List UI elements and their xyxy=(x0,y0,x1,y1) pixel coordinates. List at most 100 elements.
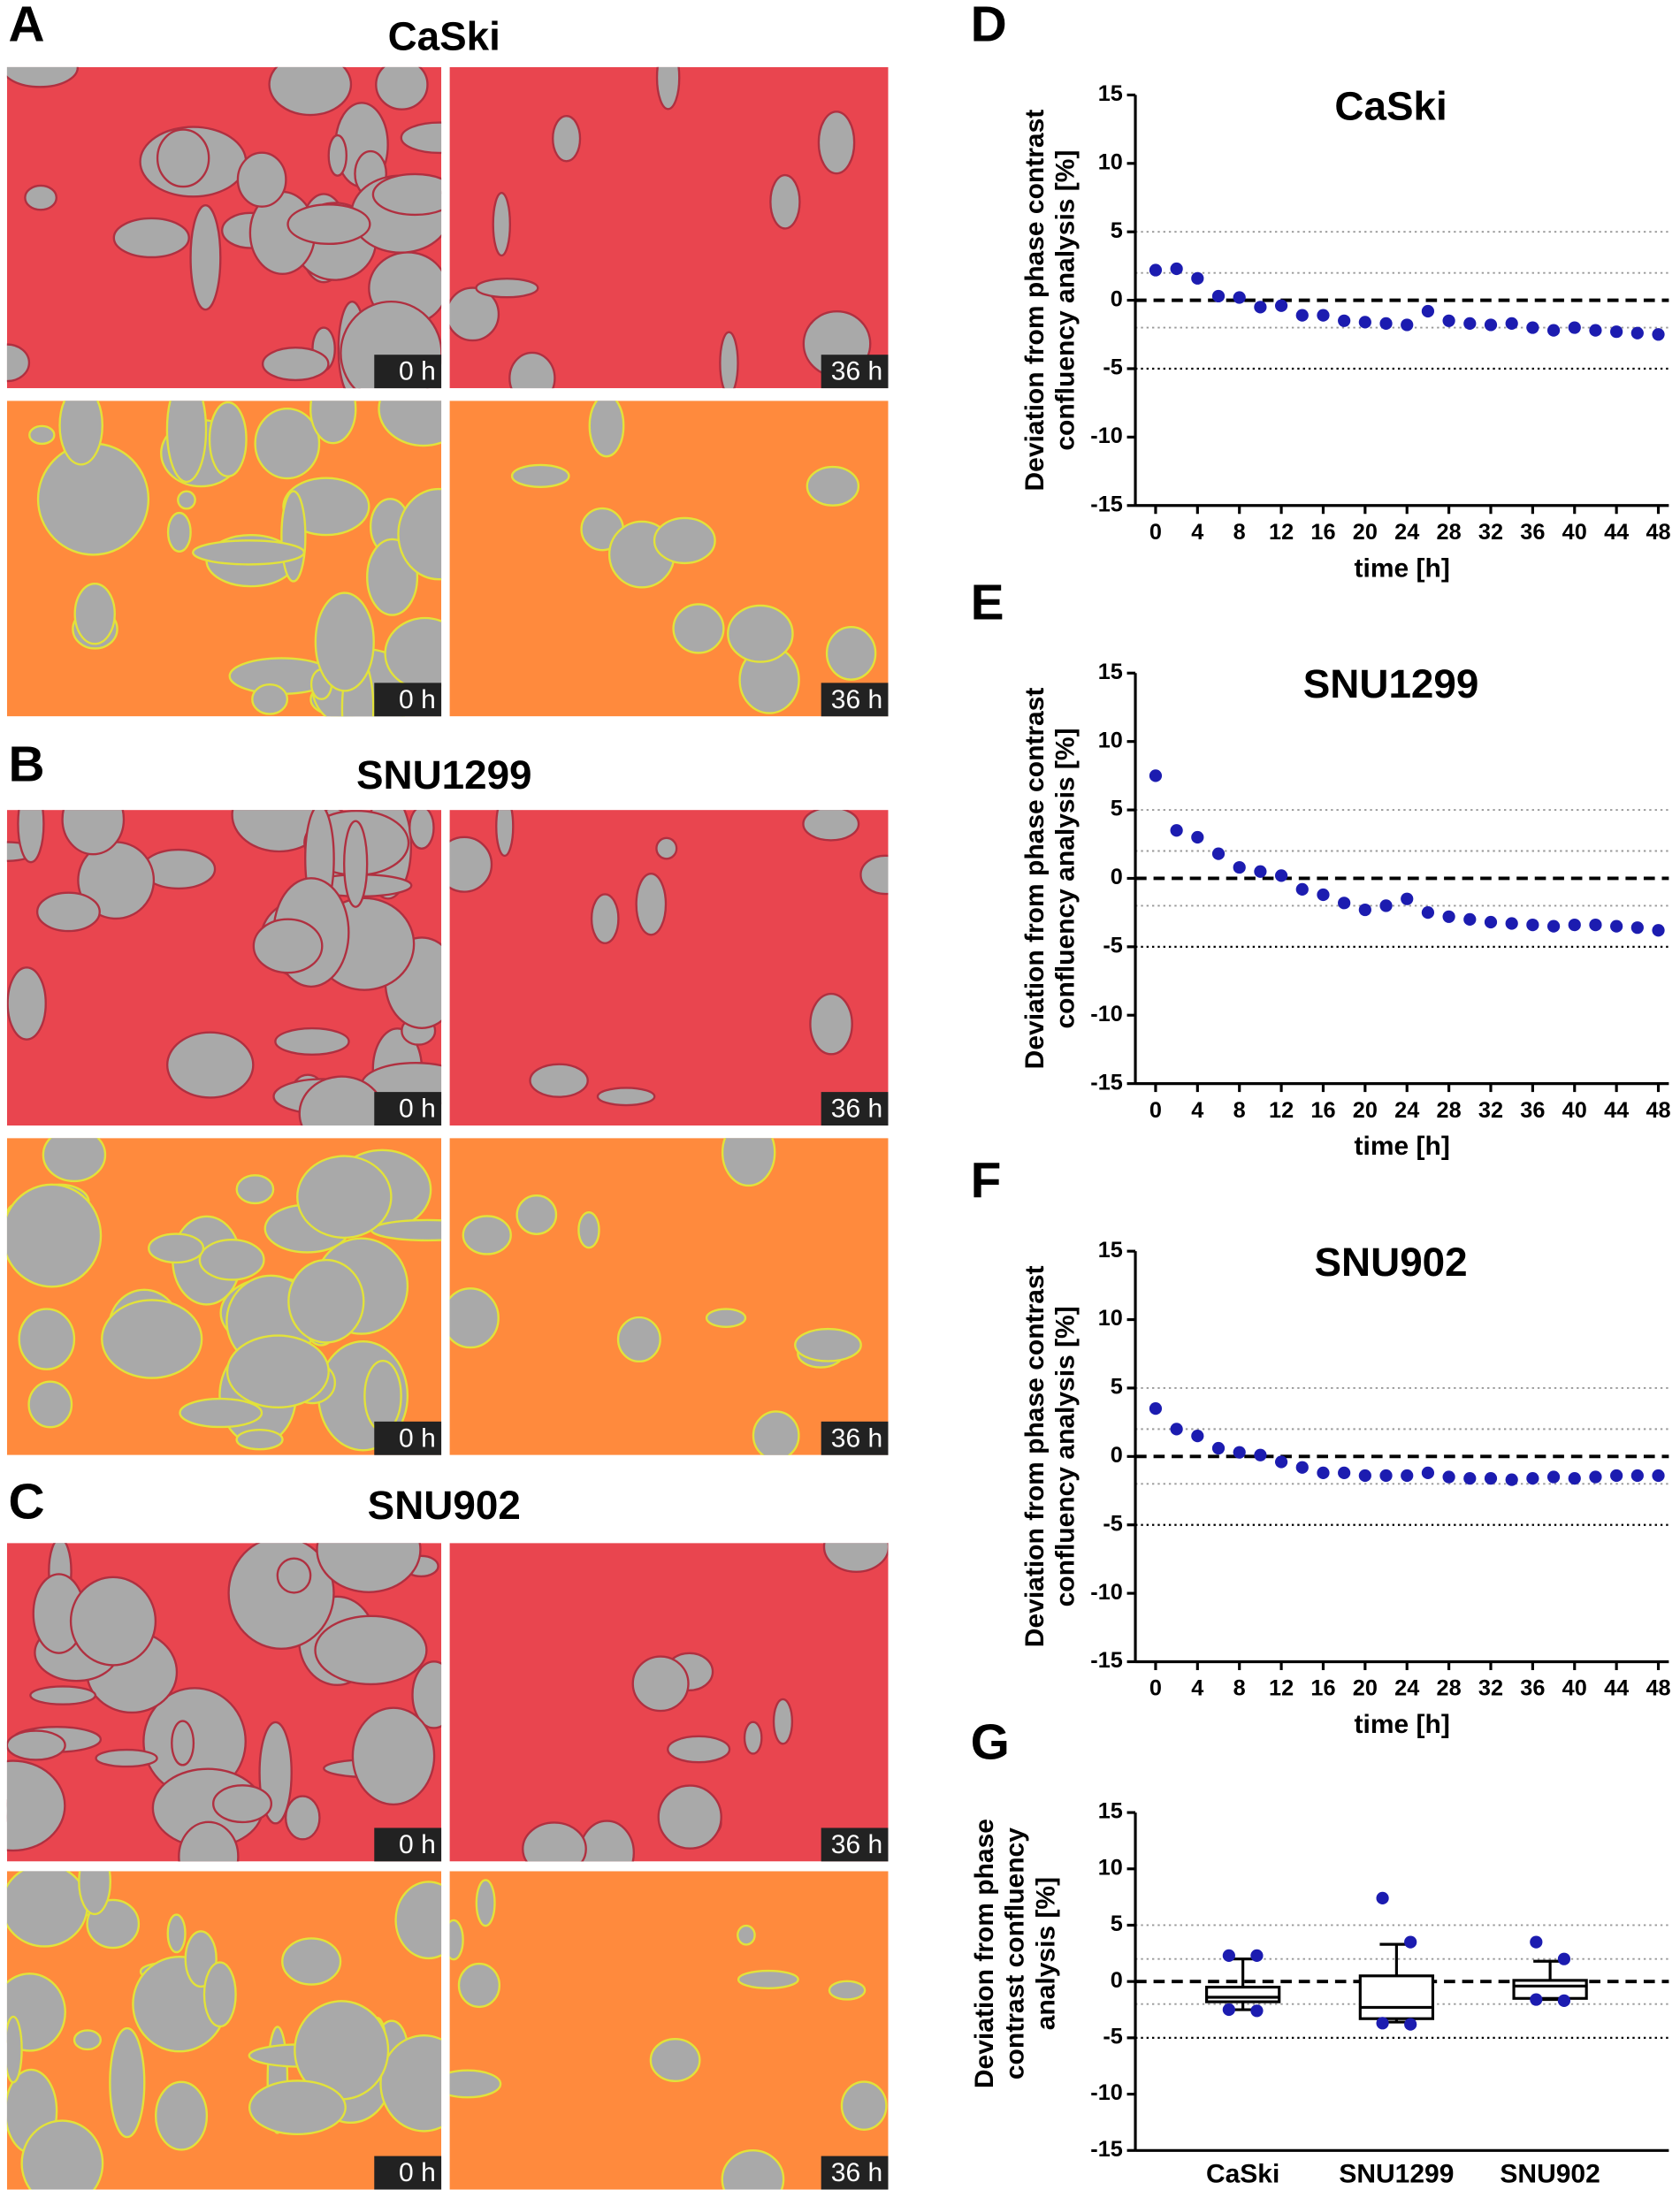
gap xyxy=(95,1748,158,1768)
x-tick-label: 12 xyxy=(1269,520,1294,545)
gap xyxy=(29,1685,97,1705)
gap xyxy=(101,1299,203,1379)
y-tick-label: -10 xyxy=(1090,424,1123,448)
gap xyxy=(705,1308,747,1328)
x-tick-label: 4 xyxy=(1191,1098,1203,1123)
gap xyxy=(286,203,371,246)
data-point xyxy=(1526,1471,1539,1485)
data-point xyxy=(1568,1471,1581,1485)
gap xyxy=(61,810,126,856)
x-tick-label: 20 xyxy=(1353,1676,1378,1701)
panel-letter: B xyxy=(8,737,44,793)
y-tick-label: -5 xyxy=(1103,1511,1122,1536)
gap xyxy=(343,820,369,908)
gap xyxy=(596,1087,656,1107)
box xyxy=(1512,1979,1588,2000)
gap xyxy=(42,1138,107,1183)
data-point xyxy=(1526,918,1539,932)
gap xyxy=(371,172,442,217)
micrograph: 36 h xyxy=(449,401,889,717)
data-point xyxy=(1338,897,1351,910)
gap xyxy=(378,401,442,447)
x-tick-label: SNU1299 xyxy=(1339,2160,1454,2189)
y-tick-label: -5 xyxy=(1103,934,1122,958)
gap xyxy=(375,66,429,111)
gap xyxy=(552,115,582,163)
data-point xyxy=(1463,912,1477,926)
data-point xyxy=(1484,1471,1498,1485)
y-tick-label: 0 xyxy=(1111,865,1123,889)
micrograph: 36 h xyxy=(449,1138,889,1455)
x-tick-label: 48 xyxy=(1646,1676,1670,1701)
x-tick-label: 20 xyxy=(1353,520,1378,545)
gap xyxy=(179,1397,263,1429)
time-label: 0 h xyxy=(399,1830,436,1859)
x-tick-label: 48 xyxy=(1646,1098,1670,1123)
data-point xyxy=(1254,865,1267,878)
x-tick-label: 0 xyxy=(1149,520,1162,545)
gap xyxy=(208,401,248,477)
data-point xyxy=(1463,1471,1477,1485)
gap xyxy=(276,1557,312,1594)
x-tick-label: 40 xyxy=(1562,1676,1587,1701)
y-tick-label: 10 xyxy=(1098,1855,1123,1880)
x-tick-label: 4 xyxy=(1191,1676,1203,1701)
x-tick-label: 28 xyxy=(1437,1676,1462,1701)
gap xyxy=(616,1316,661,1363)
data-point xyxy=(1211,1441,1226,1455)
gap xyxy=(828,1980,867,2001)
time-label: 36 h xyxy=(831,685,882,714)
panel-letter: E xyxy=(971,575,1004,630)
outlier xyxy=(1530,1935,1543,1949)
gap xyxy=(772,1698,794,1745)
x-tick-label: 36 xyxy=(1520,1676,1545,1701)
data-point xyxy=(1546,324,1561,337)
data-point xyxy=(1546,919,1561,933)
gap xyxy=(36,442,150,556)
gap xyxy=(235,1429,284,1451)
time-label: 0 h xyxy=(399,1095,436,1124)
gap xyxy=(166,1913,187,1954)
x-tick-label: 44 xyxy=(1604,520,1629,545)
y-tick-label: 10 xyxy=(1098,149,1123,174)
time-badge xyxy=(821,1092,889,1126)
gap xyxy=(236,151,287,208)
gap xyxy=(495,810,515,858)
gap xyxy=(806,465,860,507)
gap xyxy=(822,1543,889,1573)
y-tick-label: -15 xyxy=(1090,1070,1123,1095)
gap xyxy=(6,66,80,88)
panel-letter: A xyxy=(8,0,44,53)
panel-title: CaSki xyxy=(388,13,500,58)
micrograph-content xyxy=(6,810,442,1126)
y-tick-label: -10 xyxy=(1090,1002,1123,1026)
gap xyxy=(400,121,442,155)
y-tick-label: 10 xyxy=(1098,1306,1123,1331)
x-tick-label: CaSki xyxy=(1206,2160,1279,2189)
gap xyxy=(840,2080,888,2131)
gap xyxy=(284,1795,321,1841)
data-point xyxy=(1630,1469,1644,1483)
data-point xyxy=(1401,892,1414,905)
gap xyxy=(166,511,192,553)
time-label: 0 h xyxy=(399,1423,436,1453)
data-point xyxy=(1191,1429,1204,1443)
gap xyxy=(655,836,678,860)
gap xyxy=(6,1871,88,1948)
gap xyxy=(178,1820,240,1862)
y-tick-label: -10 xyxy=(1090,2080,1123,2105)
x-tick-label: SNU902 xyxy=(1500,2160,1600,2189)
time-badge xyxy=(374,355,442,389)
data-point xyxy=(1652,328,1665,341)
gap xyxy=(802,810,860,842)
y-axis-label: Deviation from phase contrast xyxy=(1020,688,1050,1070)
data-point xyxy=(1211,847,1226,860)
data-point xyxy=(1568,918,1581,932)
gap xyxy=(653,516,716,565)
y-axis-label: analysis [%] xyxy=(1031,1877,1060,2030)
x-tick-label: 4 xyxy=(1191,520,1203,545)
outlier xyxy=(1404,1935,1417,1949)
gap xyxy=(6,343,31,383)
gap xyxy=(351,1706,436,1806)
